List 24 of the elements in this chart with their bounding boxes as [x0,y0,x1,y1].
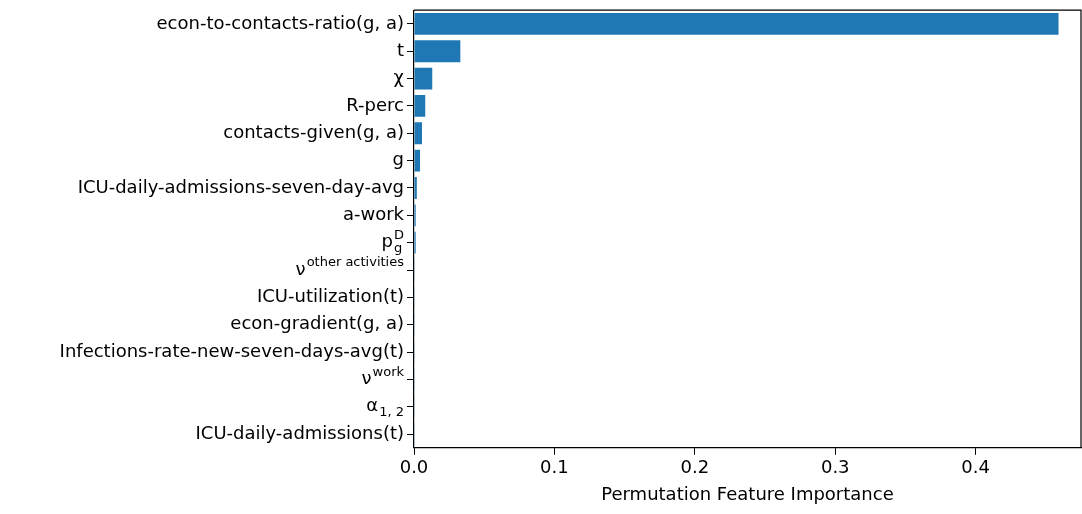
y-tick-label: a-work [342,203,405,224]
y-tick-label: g [392,148,405,170]
x-tick-label: 0.1 [540,456,569,478]
y-tick-label: ICU-utilization(t) [256,285,404,307]
y-tick-label: χ [393,66,405,88]
bar [414,12,1059,35]
x-tick-label: 0.2 [680,456,710,478]
y-tick-label: Infections-rate-new-seven-days-avg(t) [59,339,405,361]
y-tick-label: ICU-daily-admissions(t) [195,421,405,443]
y-tick-label: ICU-daily-admissions-seven-day-avg [77,175,404,197]
x-axis-title: Permutation Feature Importance [601,482,894,504]
y-tick-label: econ-gradient(g, a) [230,312,404,334]
bar [414,40,461,63]
bar [414,94,426,117]
y-tick-label: econ-to-contacts-ratio(g, a) [156,11,404,33]
bar [414,67,433,90]
y-tick-label: t [396,38,404,60]
bar [414,122,422,145]
y-tick-label: contacts-given(g, a) [223,120,405,142]
bar [414,149,421,172]
x-tick-label: 0.3 [820,456,850,478]
x-tick-label: 0.4 [961,456,990,478]
y-tick-label: R-perc [346,93,405,115]
x-tick-label: 0.0 [399,456,429,478]
